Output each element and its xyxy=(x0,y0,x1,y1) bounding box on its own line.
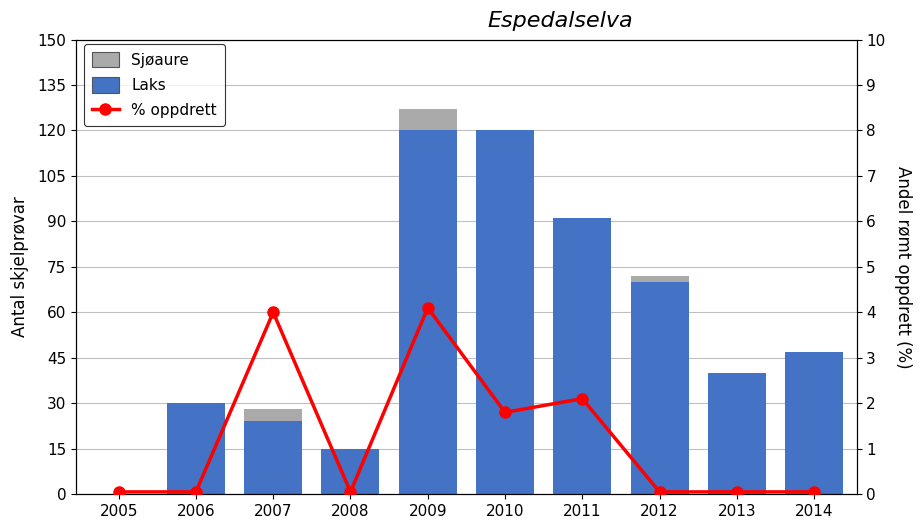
Legend: Sjøaure, Laks, % oppdrett: Sjøaure, Laks, % oppdrett xyxy=(84,44,224,126)
Bar xyxy=(630,282,689,494)
Y-axis label: Antal skjelprøvar: Antal skjelprøvar xyxy=(11,197,30,337)
Bar xyxy=(321,449,379,494)
Bar xyxy=(399,109,457,130)
Bar xyxy=(167,403,225,494)
Bar xyxy=(245,409,302,421)
Bar xyxy=(553,218,611,494)
Bar xyxy=(630,276,689,282)
Bar xyxy=(476,130,534,494)
Title: Espedalselva: Espedalselva xyxy=(487,11,633,31)
Bar xyxy=(245,421,302,494)
Bar xyxy=(399,130,457,494)
Y-axis label: Andel rømt oppdrett (%): Andel rømt oppdrett (%) xyxy=(893,165,912,368)
Bar xyxy=(785,352,843,494)
Bar xyxy=(708,373,766,494)
